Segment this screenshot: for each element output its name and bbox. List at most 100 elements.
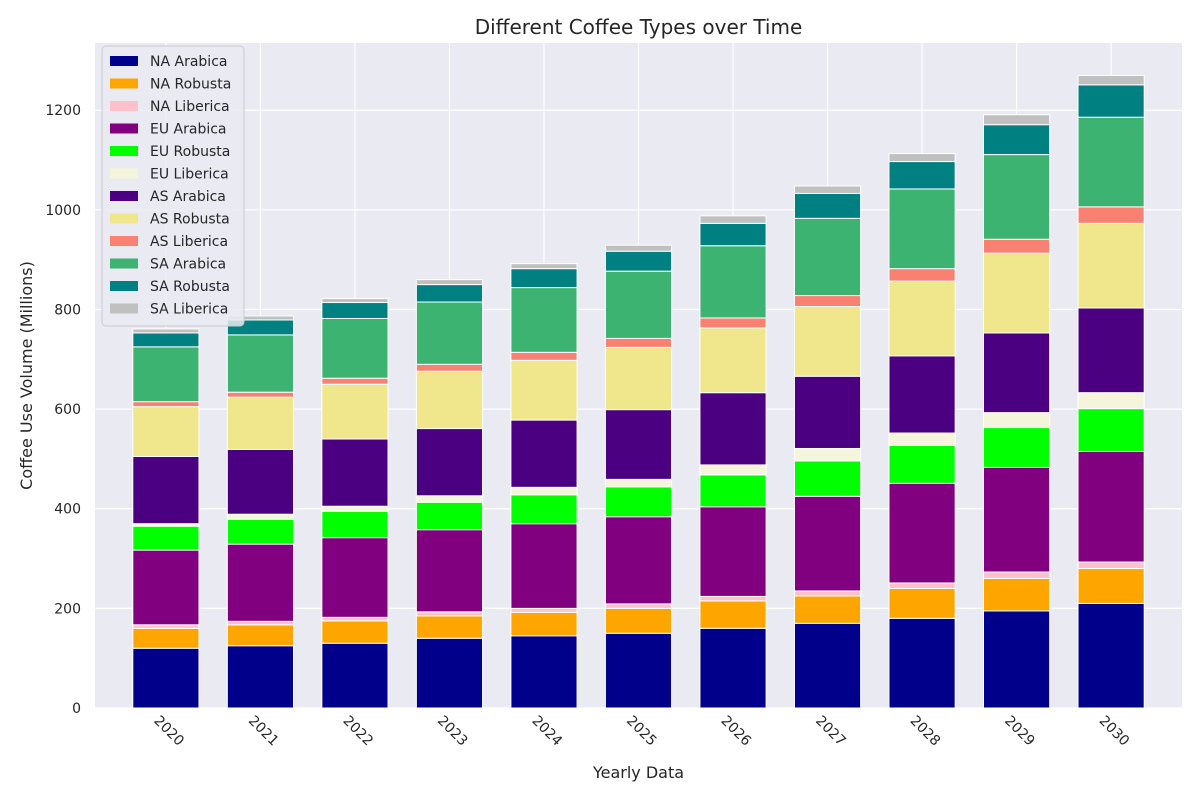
bar-segment bbox=[604, 486, 673, 518]
bar-segment bbox=[983, 124, 1051, 156]
bar-segment bbox=[1077, 450, 1145, 563]
bar-segment bbox=[226, 334, 294, 393]
bar-segment bbox=[132, 401, 200, 408]
chart-title: Different Coffee Types over Time bbox=[475, 15, 803, 39]
bar-segment bbox=[321, 510, 389, 539]
bar-segment bbox=[510, 635, 578, 709]
bar-segment bbox=[983, 412, 1051, 429]
bar-segment bbox=[793, 192, 862, 219]
bar-segment bbox=[510, 351, 578, 361]
bar-segment bbox=[699, 222, 767, 247]
y-tick-label: 600 bbox=[54, 402, 81, 418]
bar-segment bbox=[226, 513, 294, 520]
bar-segment bbox=[983, 610, 1051, 709]
bar-segment bbox=[510, 287, 578, 353]
bar-segment bbox=[604, 632, 673, 709]
bar-segment bbox=[604, 270, 673, 339]
bar-segment bbox=[415, 279, 484, 286]
bar-segment bbox=[510, 263, 578, 270]
legend-label: EU Robusta bbox=[150, 144, 230, 160]
legend-swatch bbox=[110, 146, 138, 156]
legend-swatch bbox=[110, 258, 138, 269]
bar-segment bbox=[888, 268, 956, 282]
bar-segment bbox=[415, 529, 484, 613]
x-axis-label: Yearly Data bbox=[592, 763, 684, 782]
bar-segment bbox=[226, 448, 294, 515]
bar-segment bbox=[415, 370, 484, 430]
y-tick-label: 1200 bbox=[45, 103, 81, 119]
y-axis-label: Coffee Use Volume (Millions) bbox=[17, 261, 36, 490]
legend-label: SA Arabica bbox=[150, 257, 226, 273]
legend-label: AS Robusta bbox=[150, 212, 230, 228]
bar-segment bbox=[604, 409, 673, 480]
legend-swatch bbox=[110, 78, 138, 89]
legend-label: SA Liberica bbox=[150, 302, 228, 318]
bar-segment bbox=[1077, 602, 1145, 709]
legend-swatch bbox=[110, 236, 138, 246]
bar-segment bbox=[604, 244, 673, 252]
bar-segment bbox=[1077, 561, 1145, 570]
bar-segment bbox=[226, 645, 294, 709]
bar-segment bbox=[983, 154, 1051, 240]
y-tick-label: 0 bbox=[72, 701, 81, 717]
bar-segment bbox=[1077, 307, 1145, 394]
bar-segment bbox=[983, 577, 1051, 612]
bar-segment bbox=[888, 582, 956, 589]
y-tick-labels: 0 200 400 600 800 1000 1200 bbox=[45, 103, 81, 717]
bar-segment bbox=[510, 359, 578, 421]
bar-segment bbox=[226, 620, 294, 626]
legend-label: EU Arabica bbox=[150, 122, 227, 138]
bar-segment bbox=[1077, 116, 1145, 208]
bar-segment bbox=[888, 617, 956, 709]
legend-swatch bbox=[110, 101, 138, 111]
bar-segment bbox=[604, 603, 673, 609]
legend-label: NA Arabica bbox=[150, 54, 227, 70]
bar-segment bbox=[888, 587, 956, 619]
bar-segment bbox=[888, 153, 956, 163]
bars-group bbox=[132, 74, 1145, 709]
bar-segment bbox=[510, 268, 578, 289]
legend-box bbox=[101, 45, 245, 327]
legend-swatch bbox=[110, 191, 138, 201]
bar-segment bbox=[604, 346, 673, 411]
legend-label: AS Arabica bbox=[150, 189, 226, 205]
bar-segment bbox=[699, 245, 767, 319]
legend-label: EU Liberica bbox=[150, 167, 229, 183]
y-tick-label: 400 bbox=[54, 502, 81, 518]
bar-segment bbox=[793, 185, 862, 194]
bar-segment bbox=[793, 460, 862, 497]
bar-segment bbox=[1077, 84, 1145, 118]
y-tick-label: 800 bbox=[54, 302, 81, 318]
bar-segment bbox=[888, 280, 956, 357]
bar-segment bbox=[1077, 222, 1145, 309]
legend-swatch bbox=[110, 168, 138, 179]
bar-segment bbox=[132, 455, 200, 525]
bar-segment bbox=[793, 590, 862, 597]
bar-segment bbox=[983, 571, 1051, 579]
bar-segment bbox=[699, 464, 767, 476]
legend-label: NA Robusta bbox=[150, 77, 231, 93]
bar-segment bbox=[321, 438, 389, 507]
bar-segment bbox=[793, 306, 862, 377]
bar-segment bbox=[321, 505, 389, 512]
bar-segment bbox=[226, 543, 294, 622]
bar-segment bbox=[415, 501, 484, 531]
bar-segment bbox=[1077, 206, 1145, 224]
bar-segment bbox=[510, 607, 578, 613]
bar-segment bbox=[699, 392, 767, 466]
legend-swatch bbox=[110, 303, 138, 314]
bar-segment bbox=[226, 624, 294, 647]
bar-segment bbox=[983, 238, 1051, 254]
bar-segment bbox=[793, 375, 862, 449]
bar-segment bbox=[888, 188, 956, 270]
bar-segment bbox=[510, 494, 578, 525]
bar-segment bbox=[888, 355, 956, 434]
bar-segment bbox=[415, 428, 484, 497]
bar-segment bbox=[793, 217, 862, 297]
bar-segment bbox=[699, 627, 767, 709]
bar-segment bbox=[321, 302, 389, 319]
legend-swatch bbox=[110, 281, 138, 291]
legend-swatch bbox=[110, 123, 138, 134]
bar-segment bbox=[793, 295, 862, 308]
